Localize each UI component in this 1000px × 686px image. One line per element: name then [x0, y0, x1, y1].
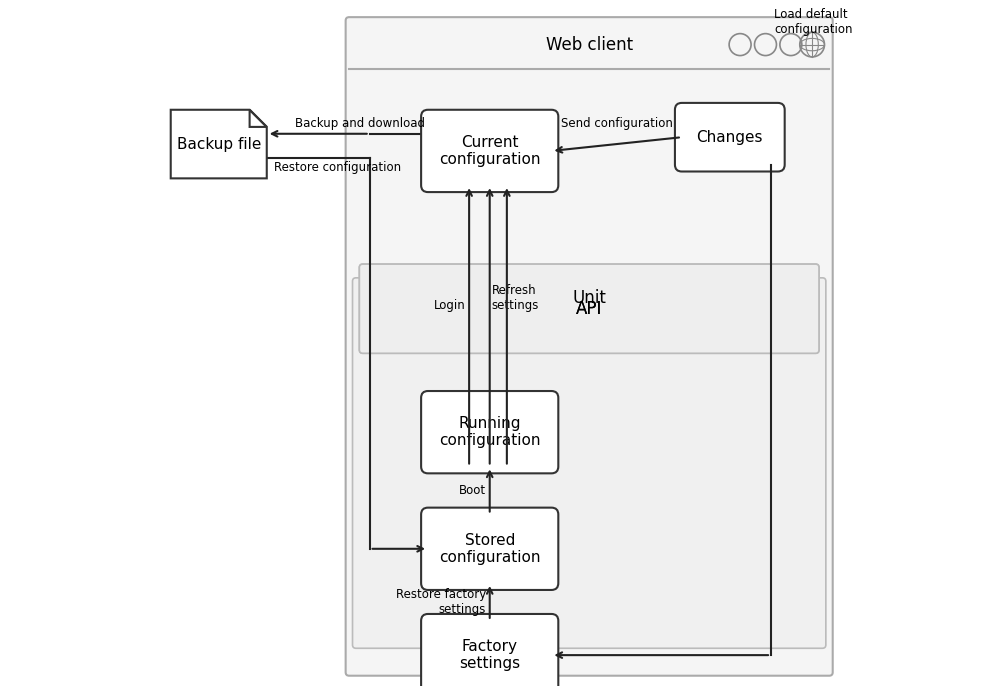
- FancyBboxPatch shape: [346, 17, 833, 676]
- FancyBboxPatch shape: [359, 264, 819, 353]
- Text: Running
configuration: Running configuration: [439, 416, 540, 449]
- Text: Web client: Web client: [546, 36, 633, 54]
- Text: Send configuration: Send configuration: [561, 117, 673, 130]
- FancyBboxPatch shape: [421, 614, 558, 686]
- Text: Backup file: Backup file: [177, 137, 261, 152]
- Text: Restore factory
settings: Restore factory settings: [396, 588, 486, 616]
- FancyBboxPatch shape: [353, 278, 826, 648]
- Text: Backup and download: Backup and download: [295, 117, 425, 130]
- Text: Login: Login: [434, 299, 466, 312]
- Text: Stored
configuration: Stored configuration: [439, 532, 540, 565]
- FancyBboxPatch shape: [421, 110, 558, 192]
- Polygon shape: [171, 110, 267, 178]
- Text: Unit: Unit: [572, 289, 606, 307]
- Text: Boot: Boot: [459, 484, 486, 497]
- Text: Load default
configuration: Load default configuration: [774, 8, 853, 36]
- FancyBboxPatch shape: [359, 264, 819, 353]
- FancyBboxPatch shape: [675, 103, 785, 172]
- Text: Restore configuration: Restore configuration: [274, 161, 401, 174]
- Text: Factory
settings: Factory settings: [459, 639, 520, 672]
- Text: Refresh
settings: Refresh settings: [492, 284, 539, 312]
- FancyBboxPatch shape: [421, 508, 558, 590]
- Text: API: API: [576, 300, 602, 318]
- Text: Changes: Changes: [697, 130, 763, 145]
- Text: Current
configuration: Current configuration: [439, 134, 540, 167]
- FancyBboxPatch shape: [421, 391, 558, 473]
- Text: API: API: [576, 300, 602, 318]
